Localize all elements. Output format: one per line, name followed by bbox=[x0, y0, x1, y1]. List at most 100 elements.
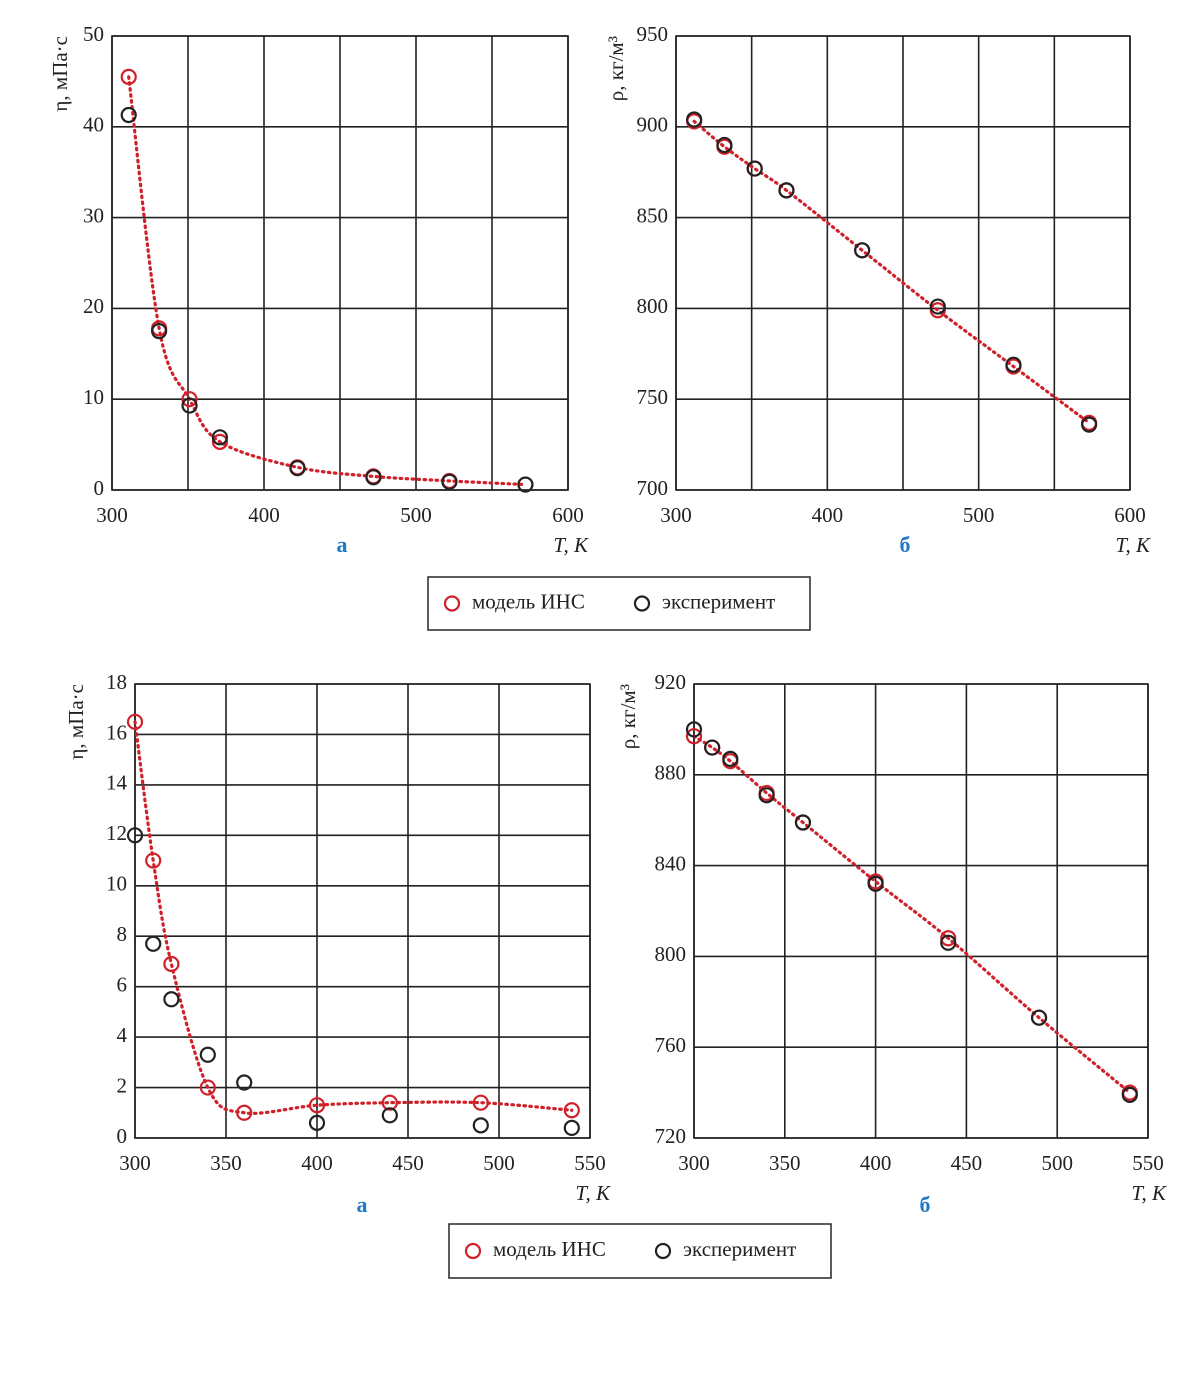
data-point bbox=[145, 935, 162, 952]
y-tick-label: 900 bbox=[637, 113, 669, 137]
legend-box bbox=[427, 576, 811, 631]
x-tick-label: 400 bbox=[812, 503, 844, 527]
plot-frame bbox=[134, 683, 591, 1139]
legend-marker bbox=[633, 595, 651, 612]
x-tick-label: 450 bbox=[392, 1151, 424, 1175]
caption: б bbox=[900, 532, 911, 557]
legend-box bbox=[448, 1223, 832, 1279]
x-tick-label: 300 bbox=[119, 1151, 151, 1175]
data-point bbox=[181, 391, 198, 408]
data-point bbox=[940, 930, 957, 947]
fit-curve bbox=[127, 75, 528, 487]
data-point bbox=[758, 787, 775, 804]
y-tick-label: 950 bbox=[637, 22, 669, 46]
data-point bbox=[199, 1046, 216, 1063]
x-tick-label: 600 bbox=[1114, 503, 1146, 527]
data-point bbox=[685, 728, 703, 745]
data-point bbox=[867, 875, 884, 892]
data-point bbox=[929, 298, 946, 315]
caption: а bbox=[357, 1192, 368, 1217]
y-tick-label: 14 bbox=[106, 771, 128, 795]
y-tick-label: 0 bbox=[117, 1124, 128, 1148]
legend-label: модель ИНС bbox=[472, 589, 585, 613]
x-tick-label: 600 bbox=[552, 503, 584, 527]
y-tick-label: 800 bbox=[655, 942, 687, 966]
x-tick-label: 500 bbox=[1041, 1151, 1073, 1175]
y-tick-label: 12 bbox=[106, 821, 127, 845]
y-tick-label: 20 bbox=[83, 294, 104, 318]
data-point bbox=[163, 955, 180, 973]
y-tick-label: 16 bbox=[106, 720, 127, 744]
data-point bbox=[381, 1094, 398, 1111]
y-tick-label: 2 bbox=[117, 1073, 128, 1097]
data-point bbox=[308, 1097, 326, 1114]
y-tick-label: 880 bbox=[655, 761, 687, 785]
data-point bbox=[120, 68, 137, 85]
x-axis-label: T, К bbox=[1115, 533, 1151, 557]
x-tick-label: 300 bbox=[660, 503, 692, 527]
y-tick-label: 800 bbox=[637, 294, 669, 318]
data-point bbox=[854, 242, 871, 259]
plot-frame bbox=[675, 35, 1131, 491]
data-point bbox=[794, 814, 812, 831]
x-tick-label: 350 bbox=[210, 1151, 242, 1175]
y-tick-label: 720 bbox=[655, 1124, 687, 1148]
y-tick-label: 920 bbox=[655, 670, 687, 694]
data-point bbox=[365, 469, 382, 486]
data-point bbox=[145, 852, 162, 869]
data-point bbox=[126, 713, 144, 730]
legend-marker bbox=[464, 1242, 482, 1260]
y-axis-label: ρ, кг/м³ bbox=[616, 684, 640, 749]
x-tick-label: 350 bbox=[769, 1151, 801, 1175]
data-point bbox=[1005, 356, 1022, 373]
x-tick-label: 500 bbox=[483, 1151, 515, 1175]
legend-marker bbox=[654, 1242, 672, 1260]
data-point bbox=[472, 1117, 489, 1134]
data-point bbox=[163, 991, 180, 1008]
x-tick-label: 400 bbox=[248, 503, 280, 527]
x-axis-label: T, К bbox=[575, 1181, 611, 1205]
data-point bbox=[685, 721, 703, 738]
data-point bbox=[472, 1094, 489, 1111]
legend-label: эксперимент bbox=[683, 1237, 796, 1261]
x-tick-label: 300 bbox=[678, 1151, 710, 1175]
data-point bbox=[236, 1104, 253, 1121]
data-point bbox=[308, 1114, 326, 1131]
caption: б bbox=[920, 1192, 931, 1217]
data-point bbox=[563, 1119, 580, 1137]
data-point bbox=[381, 1107, 398, 1124]
data-point bbox=[716, 136, 733, 154]
y-tick-label: 700 bbox=[637, 476, 669, 500]
data-point bbox=[1081, 416, 1098, 433]
data-point bbox=[211, 433, 229, 450]
y-tick-label: 840 bbox=[655, 851, 687, 875]
data-point bbox=[746, 160, 763, 177]
data-point bbox=[120, 106, 137, 124]
y-tick-label: 0 bbox=[94, 476, 105, 500]
x-tick-label: 500 bbox=[400, 503, 432, 527]
plot-frame bbox=[111, 35, 569, 491]
data-point bbox=[940, 934, 957, 951]
fit-curve bbox=[692, 119, 1091, 425]
data-point bbox=[181, 397, 198, 414]
x-tick-label: 400 bbox=[301, 1151, 333, 1175]
plot-frame bbox=[693, 683, 1149, 1139]
legend-label: модель ИНС bbox=[493, 1237, 606, 1261]
data-point bbox=[1030, 1009, 1048, 1026]
y-tick-label: 750 bbox=[637, 385, 669, 409]
data-point bbox=[126, 827, 144, 844]
x-axis-label: T, К bbox=[1131, 1181, 1167, 1205]
y-axis-label: ρ, кг/м³ bbox=[604, 36, 628, 101]
x-axis-label: T, К bbox=[553, 533, 589, 557]
y-tick-label: 10 bbox=[83, 385, 104, 409]
y-tick-label: 760 bbox=[655, 1033, 687, 1057]
y-tick-label: 4 bbox=[117, 1023, 128, 1047]
legend-label: эксперимент bbox=[662, 589, 775, 613]
data-point bbox=[199, 1079, 216, 1096]
fit-curve bbox=[692, 734, 1132, 1095]
data-point bbox=[517, 476, 534, 493]
y-tick-label: 50 bbox=[83, 22, 104, 46]
y-tick-label: 18 bbox=[106, 670, 127, 694]
